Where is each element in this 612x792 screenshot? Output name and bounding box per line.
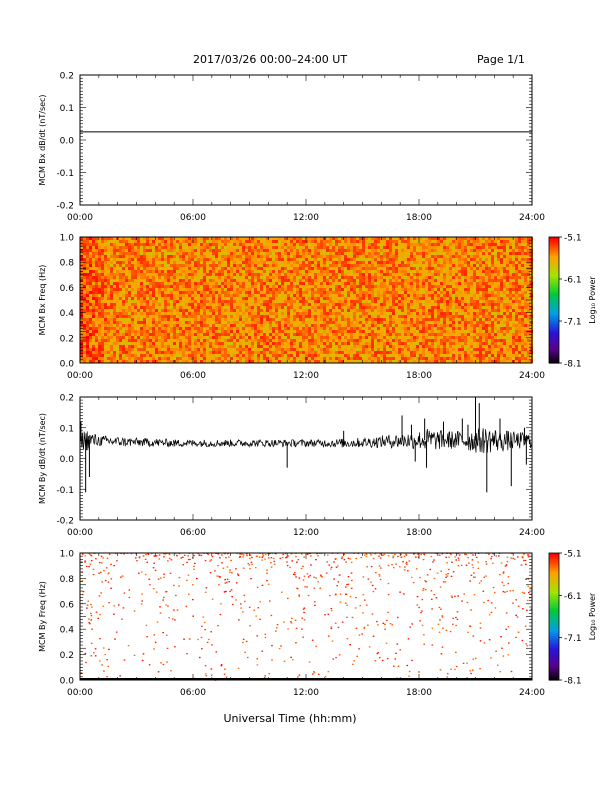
x-tick-label: 00:00 (67, 688, 93, 698)
x-tick-label: 00:00 (67, 213, 93, 223)
x-tick-label: 24:00 (519, 213, 545, 223)
x-axis-label: Universal Time (hh:mm) (224, 712, 357, 725)
colorbar-tick-label: -5.1 (564, 550, 582, 560)
colorbar-tick-label: -8.1 (564, 360, 582, 370)
bx-spectrogram (80, 237, 533, 363)
y-tick-label: -0.1 (56, 486, 74, 496)
colorbar-tick-label: -5.1 (564, 234, 582, 244)
colorbar-frame (548, 236, 560, 364)
x-tick-label: 12:00 (293, 371, 319, 381)
y-tick-label: 0.0 (60, 455, 75, 465)
y-tick-label: 0.6 (60, 600, 75, 610)
y-axis-label: MCM By dB/dt (nT/sec) (38, 413, 47, 504)
y-tick-label: 0.4 (60, 309, 75, 319)
x-tick-label: 00:00 (67, 528, 93, 538)
y-tick-label: 0.2 (60, 651, 74, 661)
y-tick-label: 0.0 (60, 677, 75, 687)
y-axis-label: MCM Bx Freq (Hz) (38, 265, 47, 336)
plot-frame (79, 396, 533, 521)
colorbar-frame (548, 552, 560, 681)
x-tick-label: 18:00 (406, 528, 432, 538)
colorbar-1: -5.1 -6.1 -7.1 -8.1 Log₁₀ Power (548, 234, 597, 370)
y-tick-label: 1.0 (60, 234, 75, 244)
plot-frame (79, 74, 533, 206)
x-tick-label: 18:00 (406, 688, 432, 698)
panel-3: 0.2 0.1 0.0 -0.1 -0.200:00 06:00 12:00 18:00 24:… (38, 394, 545, 539)
y-tick-label: 0.2 (60, 334, 74, 344)
colorbar-tick-label: -6.1 (564, 276, 582, 286)
panel-4: 1.0 0.8 0.6 0.4 0.2 0.000:00 06:00 12:00 18:00 24… (38, 550, 545, 699)
colorbar-label: Log₁₀ Power (588, 592, 597, 640)
x-tick-label: 06:00 (180, 688, 206, 698)
y-tick-label: 0.1 (60, 104, 74, 114)
panel-1: 0.2 0.1 0.0 -0.1 -0.200:00 06:00 12:00 18:00 24:… (38, 72, 545, 224)
by-dbdt-trace (79, 427, 533, 454)
panel-2: 1.0 0.8 0.6 0.4 0.2 0.000:00 06:00 12:00 18:00 24… (38, 234, 545, 382)
colorbar-label: Log₁₀ Power (588, 276, 597, 324)
y-tick-label: 0.8 (60, 575, 75, 585)
y-tick-label: 0.1 (60, 424, 74, 434)
colorbar-tick-label: -7.1 (564, 318, 582, 328)
plot-title: 2017/03/26 00:00–24:00 UT (193, 53, 348, 66)
colorbar-tick-label: -8.1 (564, 677, 582, 687)
colorbar-tick-label: -6.1 (564, 592, 582, 602)
colorbar-2: -5.1 -6.1 -7.1 -8.1 Log₁₀ Power (548, 550, 597, 687)
x-tick-label: 18:00 (406, 213, 432, 223)
y-tick-label: 0.8 (60, 259, 75, 269)
x-tick-label: 06:00 (180, 371, 206, 381)
y-axis-label: MCM By Freq (Hz) (38, 581, 47, 652)
x-tick-label: 24:00 (519, 528, 545, 538)
y-tick-label: -0.2 (56, 517, 74, 527)
y-tick-label: -0.1 (56, 169, 74, 179)
x-tick-label: 12:00 (293, 213, 319, 223)
y-tick-label: 0.6 (60, 284, 75, 294)
by-spectrogram (80, 552, 533, 681)
y-tick-label: 0.4 (60, 626, 75, 636)
x-tick-label: 24:00 (519, 371, 545, 381)
y-tick-label: 1.0 (60, 550, 75, 560)
x-tick-label: 24:00 (519, 688, 545, 698)
x-tick-label: 12:00 (293, 528, 319, 538)
y-tick-label: -0.2 (56, 202, 74, 212)
plot-frame (79, 552, 533, 681)
y-tick-label: 0.0 (60, 137, 75, 147)
x-tick-label: 06:00 (180, 213, 206, 223)
y-tick-label: 0.0 (60, 360, 75, 370)
page-indicator: Page 1/1 (477, 53, 525, 66)
x-tick-label: 18:00 (406, 371, 432, 381)
y-tick-label: 0.2 (60, 394, 74, 404)
y-tick-label: 0.2 (60, 72, 74, 82)
x-tick-label: 00:00 (67, 371, 93, 381)
colorbar-tick-label: -7.1 (564, 634, 582, 644)
y-axis-label: MCM Bx dB/dt (nT/sec) (38, 94, 47, 185)
x-tick-label: 12:00 (293, 688, 319, 698)
x-tick-label: 06:00 (180, 528, 206, 538)
